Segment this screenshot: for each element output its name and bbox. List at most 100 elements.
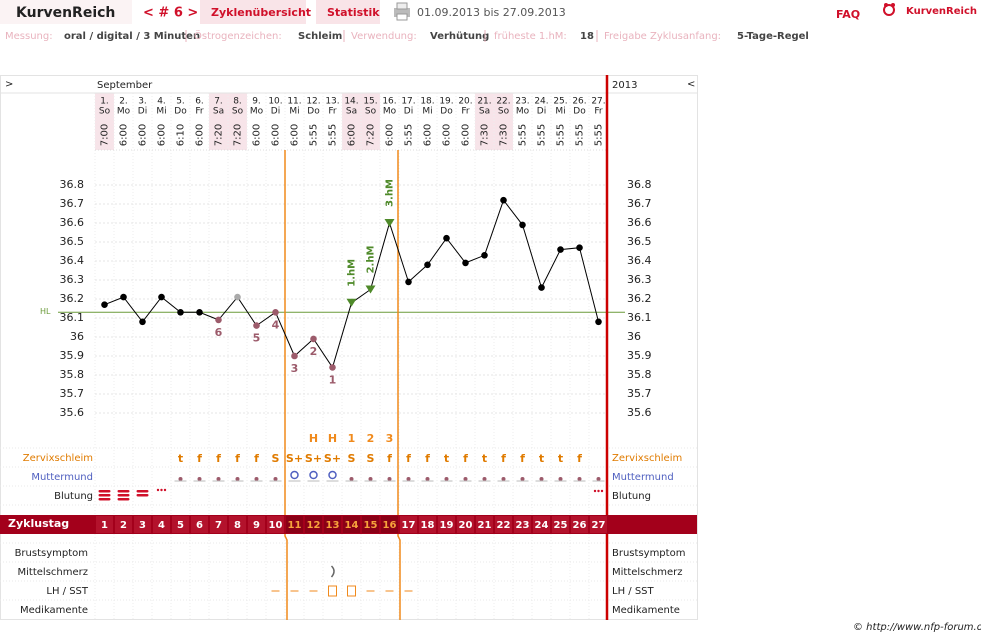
cycle-day: 17 xyxy=(402,520,416,531)
cycle-cell xyxy=(191,516,208,533)
cycle-cell xyxy=(286,516,303,533)
weekday: Di xyxy=(537,107,546,117)
pain-mark xyxy=(330,565,335,578)
time: 7:20 xyxy=(366,124,377,146)
cervix xyxy=(309,470,318,480)
cycle-day: 14 xyxy=(345,520,359,531)
weekday: So xyxy=(365,107,377,117)
weekday: Di xyxy=(138,107,147,117)
temperature-point xyxy=(272,309,279,316)
spotting xyxy=(593,489,597,493)
y-tick-label-right: 35.9 xyxy=(627,349,652,362)
tab-box[interactable] xyxy=(316,0,380,24)
mucus: S xyxy=(367,452,375,465)
cycle-day: 7 xyxy=(215,520,222,531)
peak-label: 3.hM xyxy=(385,179,396,207)
weekday: So xyxy=(498,107,510,117)
time: 6:00 xyxy=(347,124,358,146)
temperature-point xyxy=(310,335,317,343)
weekday: So xyxy=(99,107,111,117)
y-tick-label-right: 36.7 xyxy=(627,197,652,210)
temperature-point xyxy=(329,364,336,371)
tab[interactable]: Zyklenübersicht xyxy=(211,6,311,19)
cervix xyxy=(328,470,337,480)
date: 19. xyxy=(439,97,453,107)
row-label-right: Muttermund xyxy=(612,472,674,483)
time: 5:55 xyxy=(404,124,415,146)
y-tick-label-right: 35.6 xyxy=(627,406,652,419)
mucus-mark: 1 xyxy=(348,432,356,445)
date: 20. xyxy=(458,97,472,107)
mucus: f xyxy=(425,452,430,465)
chart-frame xyxy=(0,75,698,620)
cycle-nav[interactable]: < # 6 > xyxy=(143,6,198,21)
cycle-day: 23 xyxy=(516,520,530,531)
weekday: Fr xyxy=(461,107,470,117)
date: 9. xyxy=(252,97,261,107)
point-label: 2 xyxy=(310,345,318,358)
cervix xyxy=(178,477,183,481)
mucus: f xyxy=(463,452,468,465)
mucus: f xyxy=(235,452,240,465)
cycle-cell xyxy=(590,516,607,533)
mucus: f xyxy=(254,452,259,465)
cycle-cell xyxy=(400,516,417,533)
temperature-point xyxy=(234,293,241,301)
mucus: S+ xyxy=(324,452,341,465)
time: 6:00 xyxy=(461,124,472,146)
faq[interactable]: FAQ xyxy=(836,8,860,21)
mucus: f xyxy=(520,452,525,465)
cycle-cell xyxy=(134,516,151,533)
mucus: f xyxy=(197,452,202,465)
cycle-day: 25 xyxy=(554,520,568,531)
date: 14. xyxy=(344,97,358,107)
weekend-shade xyxy=(475,93,494,150)
weekday: Do xyxy=(573,107,586,117)
mucus: t xyxy=(558,452,563,465)
point-label: 4 xyxy=(272,318,280,331)
cycle-label: Zyklustag xyxy=(8,517,69,530)
date: 21. xyxy=(477,97,491,107)
cycle-cell xyxy=(533,516,550,533)
logo-text[interactable]: KurvenReich xyxy=(906,6,977,17)
cycle-cell xyxy=(324,516,341,533)
print-icon[interactable] xyxy=(394,2,410,21)
date: 3. xyxy=(138,97,147,107)
cycle-cell xyxy=(305,516,322,533)
time: 7:00 xyxy=(100,124,111,146)
time: 6:00 xyxy=(442,124,453,146)
cycle-day: 4 xyxy=(158,520,165,531)
row-label: Brustsymptom xyxy=(15,548,88,559)
y-tick-label-right: 36.2 xyxy=(627,292,652,305)
temperature-point xyxy=(158,293,165,301)
tab-box[interactable] xyxy=(200,0,306,24)
tab[interactable]: Statistik xyxy=(327,6,380,19)
info-value: 18 xyxy=(580,31,594,42)
cervix xyxy=(463,477,468,481)
info-label: Verwendung: xyxy=(351,31,417,42)
lh-box xyxy=(347,585,356,597)
weekday: Mo xyxy=(250,107,264,117)
date: 6. xyxy=(195,97,204,107)
cycle-day: 27 xyxy=(592,520,606,531)
cycle-day: 1 xyxy=(101,520,108,531)
y-tick-label: 35.7 xyxy=(60,387,85,400)
info-label: Östrogenzeichen: xyxy=(194,29,282,42)
weekday: Mi xyxy=(422,107,432,117)
temperature-point xyxy=(120,293,127,301)
cervix xyxy=(482,477,487,481)
y-tick-label: 36.2 xyxy=(60,292,85,305)
weekday: So xyxy=(232,107,244,117)
row-label-right: Zervixschleim xyxy=(612,453,682,464)
time: 6:10 xyxy=(176,124,187,146)
cycle-cell xyxy=(438,516,455,533)
point-label: 3 xyxy=(291,362,299,375)
temperature-point xyxy=(291,352,298,360)
time: 5:55 xyxy=(594,124,605,146)
cycle-day: 22 xyxy=(497,520,511,531)
bleeding xyxy=(136,490,149,493)
date: 18. xyxy=(420,97,434,107)
mucus: f xyxy=(501,452,506,465)
spotting xyxy=(163,488,167,492)
